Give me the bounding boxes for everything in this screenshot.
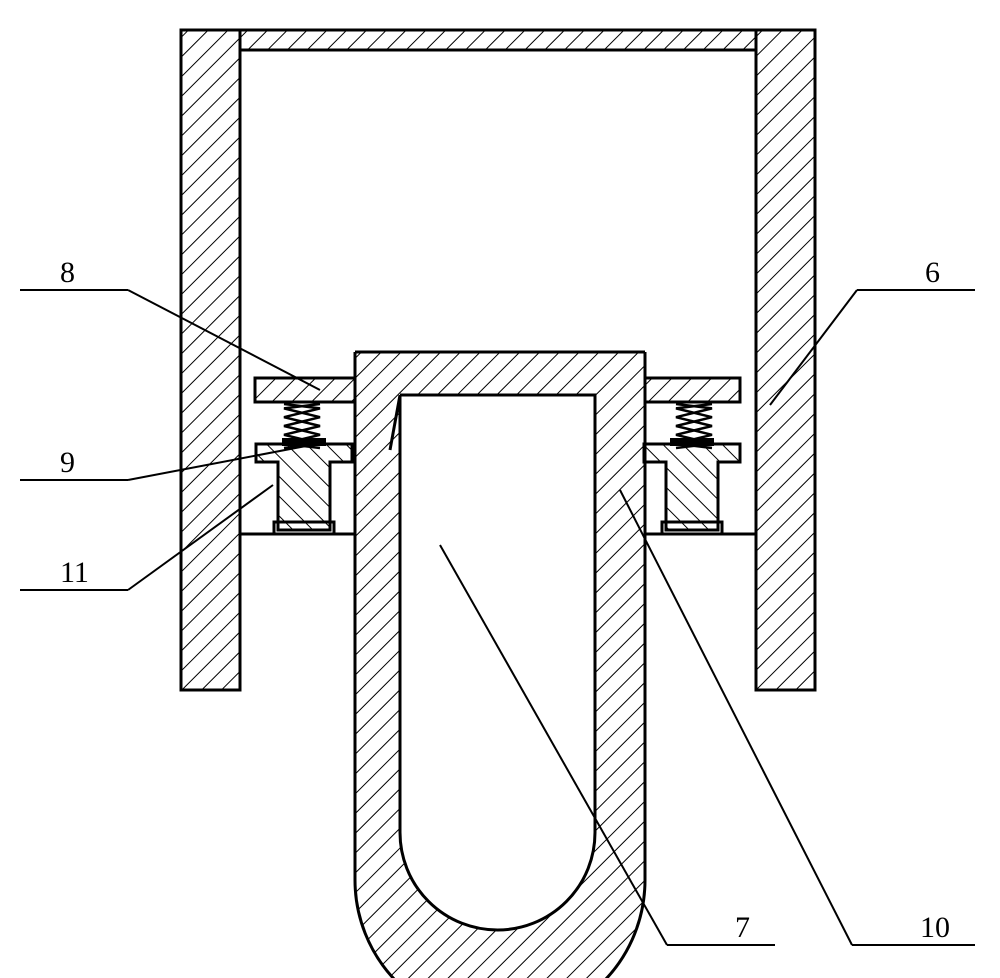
- callout-label-10: 10: [920, 911, 950, 944]
- cross-section-diagram: 8 9 11 6 7 10: [0, 0, 1000, 978]
- callout-label-11: 11: [60, 556, 89, 589]
- callout-label-9: 9: [60, 446, 75, 479]
- callout-label-6: 6: [925, 256, 940, 289]
- callout-label-8: 8: [60, 256, 75, 289]
- leader-line: [620, 490, 852, 945]
- callout-label-7: 7: [735, 911, 750, 944]
